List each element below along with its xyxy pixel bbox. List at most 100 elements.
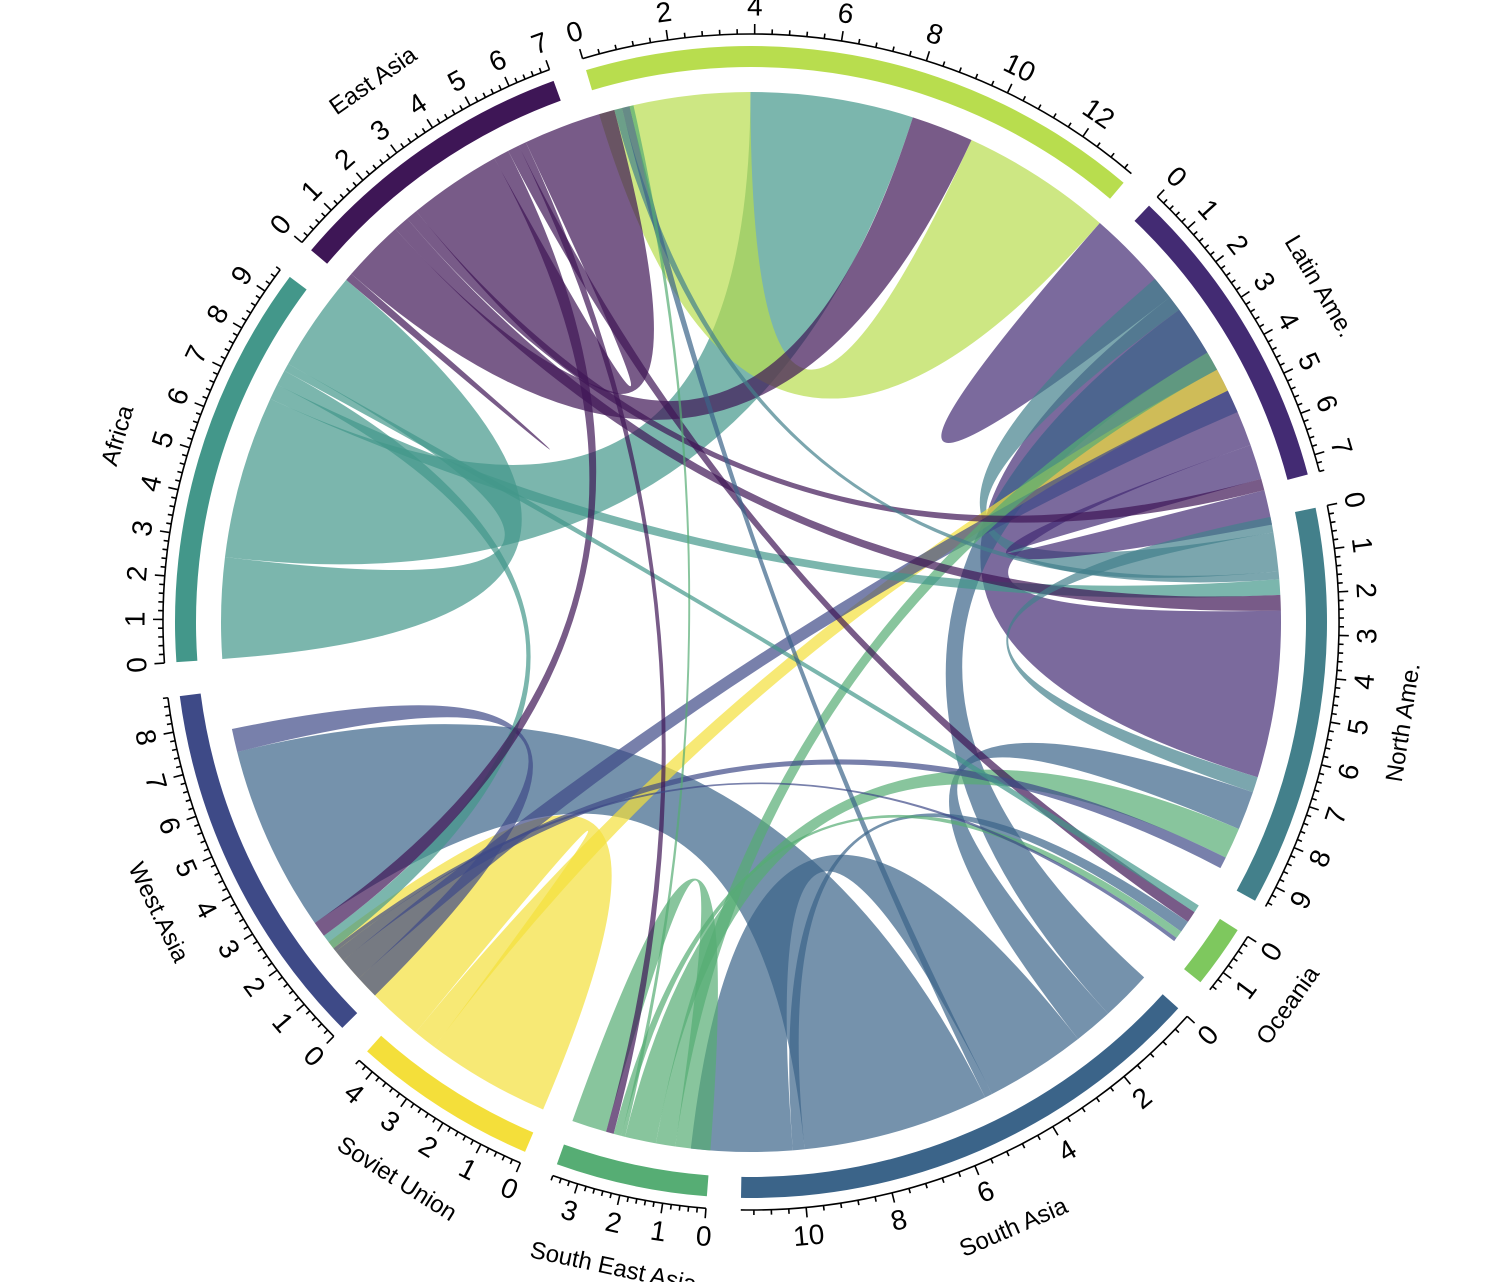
tick-africa	[179, 462, 185, 466]
tick-north-ame	[1331, 712, 1337, 716]
tick-south-east-asia	[678, 1205, 681, 1211]
tick-label-west-asia: 4	[189, 895, 224, 923]
sector-label-south-asia: South Asia	[956, 1192, 1073, 1263]
tick-west-asia	[326, 1035, 335, 1044]
tick-label-soviet-union: 2	[414, 1129, 444, 1164]
tick-europe	[857, 38, 861, 45]
tick-europe	[1110, 152, 1115, 158]
sector-label-soviet-union: Soviet Union	[332, 1131, 461, 1227]
tick-east-asia	[459, 104, 464, 111]
tick-soviet-union	[501, 1155, 506, 1161]
tick-east-asia	[390, 144, 398, 154]
tick-north-ame	[1334, 695, 1340, 698]
tick-latin-ame	[1230, 279, 1236, 284]
tick-africa	[195, 412, 202, 416]
tick-label-north-ame: 3	[1351, 628, 1382, 644]
tick-latin-ame	[1181, 217, 1187, 223]
tick-south-east-asia	[687, 1206, 690, 1212]
tick-north-ame	[1316, 780, 1322, 784]
chord-latin-ame-to-europe	[941, 222, 1170, 443]
tick-africa	[187, 436, 193, 441]
tick-soviet-union	[485, 1147, 490, 1154]
sector-label-north-ame: North Ame.	[1381, 661, 1426, 784]
tick-north-ame	[1330, 520, 1336, 524]
tick-label-south-asia: 8	[888, 1203, 911, 1237]
tick-soviet-union	[462, 1135, 467, 1141]
tick-europe	[648, 37, 652, 43]
tick-europe	[892, 46, 895, 52]
tick-east-asia	[323, 202, 332, 211]
tick-label-africa: 9	[225, 260, 259, 290]
tick-soviet-union	[355, 1059, 360, 1065]
tick-south-east-asia	[600, 1190, 604, 1197]
sector-label-south-east-asia: South East Asia	[528, 1237, 700, 1282]
tick-north-ame	[1300, 830, 1306, 834]
tick-east-asia	[538, 67, 543, 73]
tick-latin-ame	[1303, 419, 1309, 423]
tick-africa	[171, 496, 177, 500]
tick-label-latin-ame: 1	[1192, 193, 1225, 225]
chord-west-asia-to-oceania	[333, 782, 1177, 952]
sector-label-africa: Africa	[96, 402, 139, 469]
tick-latin-ame	[1225, 272, 1231, 277]
tick-label-east-asia: 1	[295, 174, 328, 207]
tick-europe	[1052, 113, 1057, 119]
tick-europe	[578, 48, 584, 59]
tick-latin-ame	[1192, 230, 1198, 236]
tick-label-africa: 0	[120, 656, 152, 674]
tick-latin-ame	[1215, 254, 1225, 263]
tick-soviet-union	[437, 1122, 444, 1132]
tick-west-asia	[294, 996, 300, 1002]
sector-tracks	[175, 46, 1327, 1198]
tick-latin-ame	[1254, 315, 1260, 320]
tick-south-east-asia	[669, 1204, 673, 1210]
tick-west-asia	[296, 1003, 305, 1012]
tick-south-asia	[1066, 1117, 1072, 1123]
sector-track-north-ame	[1236, 507, 1327, 901]
tick-east-asia	[436, 118, 441, 124]
tick-soviet-union	[509, 1159, 514, 1165]
tick-west-asia	[317, 1023, 323, 1028]
tick-latin-ame	[1267, 338, 1273, 343]
tick-label-latin-ame: 6	[1310, 391, 1345, 417]
tick-south-asia	[974, 1165, 980, 1176]
tick-north-ame	[1327, 738, 1333, 742]
tick-label-north-ame: 1	[1346, 535, 1379, 554]
tick-east-asia	[498, 84, 502, 91]
tick-latin-ame	[1293, 394, 1300, 398]
tick-west-asia	[288, 990, 294, 995]
tick-label-north-ame: 7	[1319, 803, 1353, 828]
tick-africa	[232, 332, 238, 337]
tick-west-asia	[200, 840, 206, 844]
tick-east-asia	[545, 59, 551, 70]
tick-soviet-union	[447, 1126, 452, 1133]
tick-east-asia	[407, 137, 412, 143]
tick-label-north-ame: 6	[1332, 760, 1366, 783]
tick-soviet-union	[361, 1065, 367, 1071]
sector-track-south-east-asia	[556, 1144, 709, 1197]
sector-track-soviet-union	[367, 1035, 534, 1152]
tick-oceania	[1227, 964, 1233, 970]
tick-south-east-asia	[652, 1201, 655, 1208]
tick-oceania	[1232, 957, 1238, 962]
sector-label-east-asia: East Asia	[324, 41, 422, 121]
sector-track-west-asia	[179, 693, 358, 1028]
tick-label-north-ame: 2	[1350, 582, 1382, 599]
tick-latin-ame	[1198, 237, 1204, 242]
tick-east-asia	[333, 199, 338, 205]
tick-east-asia	[321, 212, 326, 218]
tick-label-west-asia: 2	[237, 971, 271, 1002]
tick-africa	[270, 273, 276, 278]
tick-south-east-asia	[573, 1183, 579, 1194]
tick-latin-ame	[1235, 286, 1241, 291]
tick-south-asia	[1123, 1075, 1132, 1085]
tick-latin-ame	[1279, 362, 1285, 366]
tick-latin-ame	[1250, 308, 1256, 313]
tick-south-east-asia	[643, 1200, 647, 1206]
tick-soviet-union	[395, 1092, 401, 1098]
tick-soviet-union	[432, 1117, 437, 1123]
tick-west-asia	[163, 731, 174, 735]
tick-africa	[168, 486, 179, 491]
tick-north-ame	[1331, 529, 1338, 532]
tick-west-asia	[234, 910, 240, 915]
